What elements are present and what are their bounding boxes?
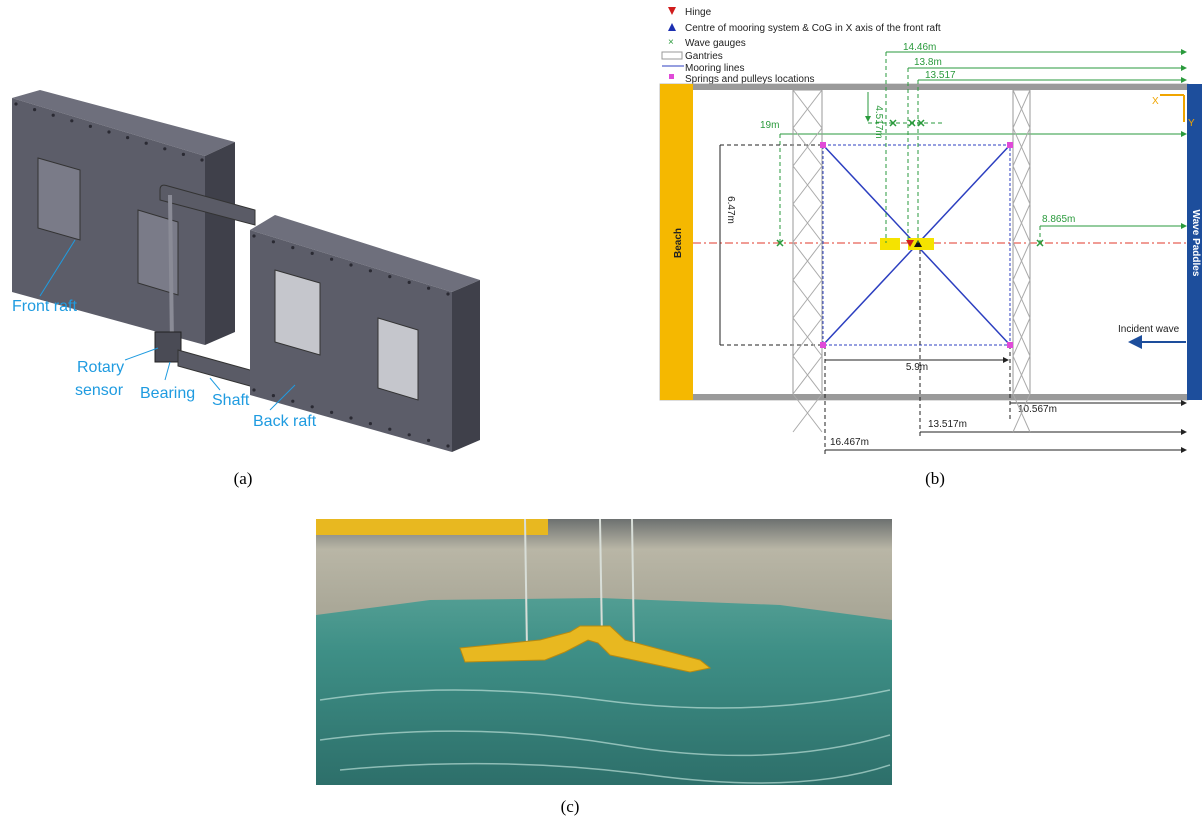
rivet <box>89 125 92 128</box>
rivet <box>369 422 372 425</box>
panel-a: Front raft Rotary sensor Bearing Shaft B… <box>12 90 480 488</box>
legend-spring-icon <box>669 74 674 79</box>
rivet <box>330 411 333 414</box>
caption-a: (a) <box>234 469 253 488</box>
dimension: 8.865m <box>1042 214 1075 225</box>
rivet <box>163 147 166 150</box>
window <box>378 318 418 400</box>
rivet <box>388 428 391 431</box>
tank-wall-top <box>693 84 1188 90</box>
legend-gauge-icon: × <box>668 37 674 48</box>
y-axis-label: Y <box>1188 118 1195 129</box>
rivet <box>107 130 110 133</box>
spring-location <box>1007 142 1013 148</box>
rivet <box>311 405 314 408</box>
rivet <box>330 258 333 261</box>
rivet <box>446 444 449 447</box>
beach-label: Beach <box>673 228 684 258</box>
dimension: 14.46m <box>903 42 936 53</box>
rivet <box>126 136 129 139</box>
label-front-raft: Front raft <box>12 298 77 315</box>
rivet <box>311 252 314 255</box>
dimension: 13.517m <box>928 419 967 430</box>
label-bearing: Bearing <box>140 385 195 402</box>
paddles-label: Wave Paddles <box>1190 210 1201 277</box>
label-back-raft: Back raft <box>253 413 317 430</box>
rivet <box>369 269 372 272</box>
rivet <box>182 153 185 156</box>
dimension: 13.517 <box>925 70 956 81</box>
gantry-beam <box>316 519 548 535</box>
front-raft-side <box>205 142 235 345</box>
legend-text: Springs and pulleys locations <box>685 74 815 85</box>
rivet <box>145 142 148 145</box>
caption-b: (b) <box>925 469 945 488</box>
rivet <box>427 287 430 290</box>
spring-location <box>1007 342 1013 348</box>
incident-label: Incident wave <box>1118 324 1180 335</box>
rivet <box>52 114 55 117</box>
legend-text: Hinge <box>685 7 712 18</box>
label-shaft: Shaft <box>212 392 250 409</box>
tank-wall-bottom <box>693 394 1188 400</box>
rivet <box>252 234 255 237</box>
figure: Front raft Rotary sensor Bearing Shaft B… <box>0 0 1202 821</box>
dimension: 6.47m <box>725 196 736 224</box>
hinge-arm-bottom <box>178 350 262 386</box>
raft-back <box>908 238 934 250</box>
legend-text: Gantries <box>685 51 723 62</box>
dimension: 16.467m <box>830 437 869 448</box>
panel-c: (c) <box>316 519 892 816</box>
legend-text: Mooring lines <box>685 63 744 74</box>
label-sensor: sensor <box>75 382 124 399</box>
legend-centre-icon <box>668 23 676 31</box>
rivet <box>446 292 449 295</box>
window <box>275 270 320 355</box>
raft-front <box>880 238 900 250</box>
caption-c: (c) <box>561 797 580 816</box>
rivet <box>70 119 73 122</box>
dimension: 5.9m <box>906 362 928 373</box>
spring-location <box>820 342 826 348</box>
legend-hinge-icon <box>668 7 676 15</box>
rivet <box>14 102 17 105</box>
legend-text: Wave gauges <box>685 38 746 49</box>
rivet <box>408 281 411 284</box>
rotary-sensor <box>155 332 181 362</box>
back-raft-side <box>452 280 480 452</box>
legend-text: Centre of mooring system & CoG in X axis… <box>685 23 941 34</box>
x-axis-label: X <box>1152 96 1159 107</box>
shaft-rod <box>170 195 172 345</box>
rivet <box>408 433 411 436</box>
rivet <box>388 275 391 278</box>
rivet <box>349 263 352 266</box>
window <box>38 158 80 240</box>
rivet <box>272 240 275 243</box>
dimension: 13.8m <box>914 57 942 68</box>
legend-gantry-icon <box>662 52 682 59</box>
rivet <box>200 158 203 161</box>
dimension: 19m <box>760 120 779 131</box>
rivet <box>252 388 255 391</box>
label-rotary: Rotary <box>77 359 124 376</box>
dimension: 10.567m <box>1018 404 1057 415</box>
rivet <box>272 394 275 397</box>
rivet <box>427 439 430 442</box>
spring-location <box>820 142 826 148</box>
panel-b: × Hinge Centre of mooring system & CoG i… <box>660 7 1202 488</box>
rivet <box>291 246 294 249</box>
rivet <box>33 108 36 111</box>
rivet <box>349 416 352 419</box>
rivet <box>291 400 294 403</box>
